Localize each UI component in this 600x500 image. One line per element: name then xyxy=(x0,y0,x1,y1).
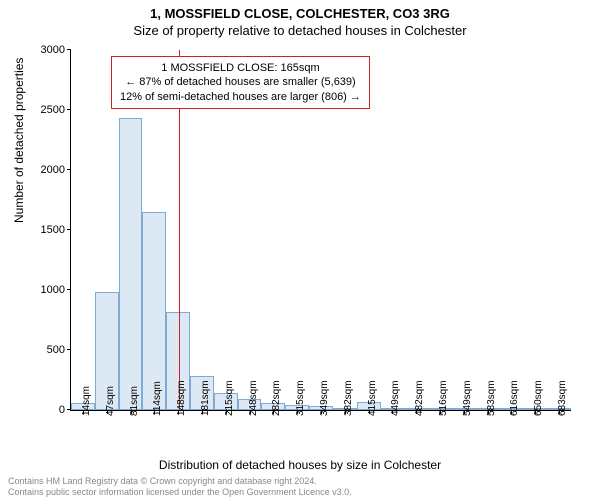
x-tick-label: 583sqm xyxy=(486,380,497,416)
x-tick-label: 349sqm xyxy=(319,380,330,416)
x-tick-label: 14sqm xyxy=(81,386,92,416)
x-tick-label: 449sqm xyxy=(390,380,401,416)
annotation-box: 1 MOSSFIELD CLOSE: 165sqm ← 87% of detac… xyxy=(111,56,370,109)
footer-line-2: Contains public sector information licen… xyxy=(8,487,352,498)
x-tick-label: 683sqm xyxy=(557,380,568,416)
y-tick-label: 1500 xyxy=(41,224,71,236)
y-tick-label: 0 xyxy=(59,404,71,416)
annotation-line-1: 1 MOSSFIELD CLOSE: 165sqm xyxy=(120,61,361,75)
subtitle: Size of property relative to detached ho… xyxy=(0,23,600,38)
annotation-line-3: 12% of semi-detached houses are larger (… xyxy=(120,90,361,104)
annotation-line-2: ← 87% of detached houses are smaller (5,… xyxy=(120,75,361,89)
x-tick-label: 181sqm xyxy=(200,380,211,416)
x-tick-label: 148sqm xyxy=(176,380,187,416)
y-axis-label: Number of detached properties xyxy=(12,58,26,223)
footer-line-1: Contains HM Land Registry data © Crown c… xyxy=(8,476,352,487)
x-axis-label: Distribution of detached houses by size … xyxy=(0,458,600,472)
x-tick-label: 47sqm xyxy=(105,386,116,416)
x-tick-label: 248sqm xyxy=(248,380,259,416)
footer-attribution: Contains HM Land Registry data © Crown c… xyxy=(8,476,352,498)
x-tick-label: 215sqm xyxy=(224,380,235,416)
title-block: 1, MOSSFIELD CLOSE, COLCHESTER, CO3 3RG … xyxy=(0,0,600,38)
x-tick-label: 549sqm xyxy=(462,380,473,416)
y-tick-label: 1000 xyxy=(41,284,71,296)
x-tick-label: 382sqm xyxy=(343,380,354,416)
x-tick-label: 516sqm xyxy=(438,380,449,416)
x-tick-label: 616sqm xyxy=(509,380,520,416)
y-tick-label: 500 xyxy=(47,344,71,356)
x-tick-label: 81sqm xyxy=(129,386,140,416)
x-tick-label: 315sqm xyxy=(295,380,306,416)
x-tick-label: 114sqm xyxy=(152,381,163,416)
y-tick-label: 2500 xyxy=(41,104,71,116)
x-tick-label: 282sqm xyxy=(271,380,282,416)
address-title: 1, MOSSFIELD CLOSE, COLCHESTER, CO3 3RG xyxy=(0,6,600,21)
x-tick-label: 482sqm xyxy=(414,380,425,416)
histogram-bar xyxy=(119,118,143,410)
y-tick-label: 2000 xyxy=(41,164,71,176)
x-tick-label: 415sqm xyxy=(367,380,378,416)
x-tick-label: 650sqm xyxy=(533,380,544,416)
y-tick-label: 3000 xyxy=(41,44,71,56)
chart-area: 05001000150020002500300014sqm47sqm81sqm1… xyxy=(70,50,571,411)
